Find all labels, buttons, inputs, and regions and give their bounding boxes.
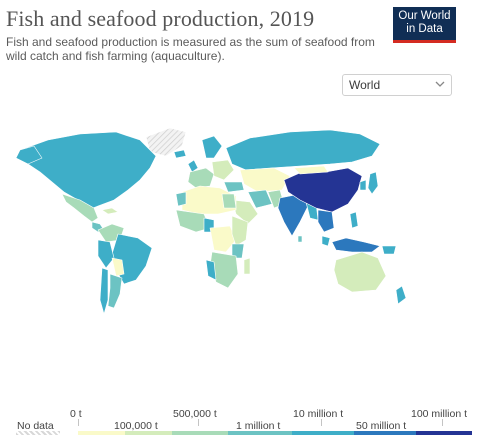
region-argentina[interactable] <box>107 273 123 309</box>
legend-bin-5[interactable] <box>292 431 354 435</box>
region-iran[interactable] <box>247 189 273 209</box>
region-scandinavia[interactable] <box>201 135 223 159</box>
legend-tick-label-1m: 1 million t <box>236 420 281 432</box>
region-peru[interactable] <box>97 239 115 269</box>
legend-bin-1[interactable] <box>78 431 125 435</box>
region-bolivia-paraguay[interactable] <box>111 257 125 277</box>
region-arabia[interactable] <box>231 199 259 225</box>
legend-tick <box>78 419 79 426</box>
legend-bin-6[interactable] <box>354 431 416 435</box>
region-korea[interactable] <box>359 179 367 191</box>
region-madagascar[interactable] <box>243 257 251 275</box>
region-morocco[interactable] <box>175 191 187 207</box>
region-western-europe[interactable] <box>187 167 215 189</box>
logo-line-2: in Data <box>406 23 443 35</box>
color-legend: No data 0 t 500,000 t 10 million t 100 m… <box>0 398 480 437</box>
region-thailand-vietnam[interactable] <box>317 209 335 233</box>
legend-tick <box>198 419 199 426</box>
region-iceland[interactable] <box>173 149 187 159</box>
region-japan[interactable] <box>367 171 379 195</box>
region-uk-ireland[interactable] <box>187 159 199 173</box>
region-turkey[interactable] <box>223 181 245 193</box>
region-caribbean[interactable] <box>101 207 119 215</box>
owid-logo[interactable]: Our World in Data <box>393 7 456 43</box>
no-data-swatch <box>16 431 60 435</box>
legend-tick-label-0: 0 t <box>70 408 82 420</box>
region-select[interactable]: World <box>342 74 452 96</box>
region-alaska[interactable] <box>15 145 43 165</box>
legend-tick-label-50m: 50 million t <box>356 420 407 432</box>
region-mongolia[interactable] <box>293 165 329 175</box>
region-north-america[interactable] <box>19 131 157 211</box>
legend-tick-label-10m: 10 million t <box>293 408 344 420</box>
region-new-zealand[interactable] <box>395 285 407 305</box>
region-central-asia[interactable] <box>239 167 291 193</box>
legend-tick-label-100m: 100 million t <box>411 408 468 420</box>
logo-line-1: Our World <box>398 10 451 22</box>
region-north-africa[interactable] <box>181 185 237 215</box>
region-egypt[interactable] <box>221 193 237 209</box>
chart-title: Fish and seafood production, 2019 <box>6 6 315 31</box>
legend-tick-label-500k: 500,000 t <box>173 408 217 420</box>
region-indonesia[interactable] <box>331 237 381 253</box>
region-eastern-europe[interactable] <box>211 159 235 181</box>
region-east-africa[interactable] <box>231 215 249 247</box>
chart-subtitle: Fish and seafood production is measured … <box>6 35 375 63</box>
legend-tick-label-100k: 100,000 t <box>114 420 158 432</box>
chevron-down-icon <box>435 81 445 87</box>
legend-bin-3[interactable] <box>172 431 228 435</box>
region-central-africa[interactable] <box>209 225 237 253</box>
region-sri-lanka[interactable] <box>297 235 303 243</box>
region-russia[interactable] <box>225 129 381 171</box>
region-australia[interactable] <box>333 251 387 293</box>
legend-tick <box>442 419 443 426</box>
no-data-label: No data <box>17 420 54 432</box>
region-tanzania[interactable] <box>231 243 245 259</box>
legend-bin-4[interactable] <box>228 431 292 435</box>
legend-bin-7[interactable] <box>416 431 472 435</box>
region-namibia[interactable] <box>205 259 217 281</box>
logo-underline <box>393 40 456 43</box>
region-malaysia[interactable] <box>321 235 331 247</box>
region-philippines[interactable] <box>349 211 359 229</box>
legend-bin-2[interactable] <box>125 431 172 435</box>
legend-tick <box>321 419 322 426</box>
region-papua-new-guinea[interactable] <box>381 245 397 255</box>
region-chile[interactable] <box>99 267 109 315</box>
region-west-africa[interactable] <box>175 209 211 233</box>
world-map[interactable] <box>0 110 480 320</box>
region-select-value: World <box>349 78 381 92</box>
